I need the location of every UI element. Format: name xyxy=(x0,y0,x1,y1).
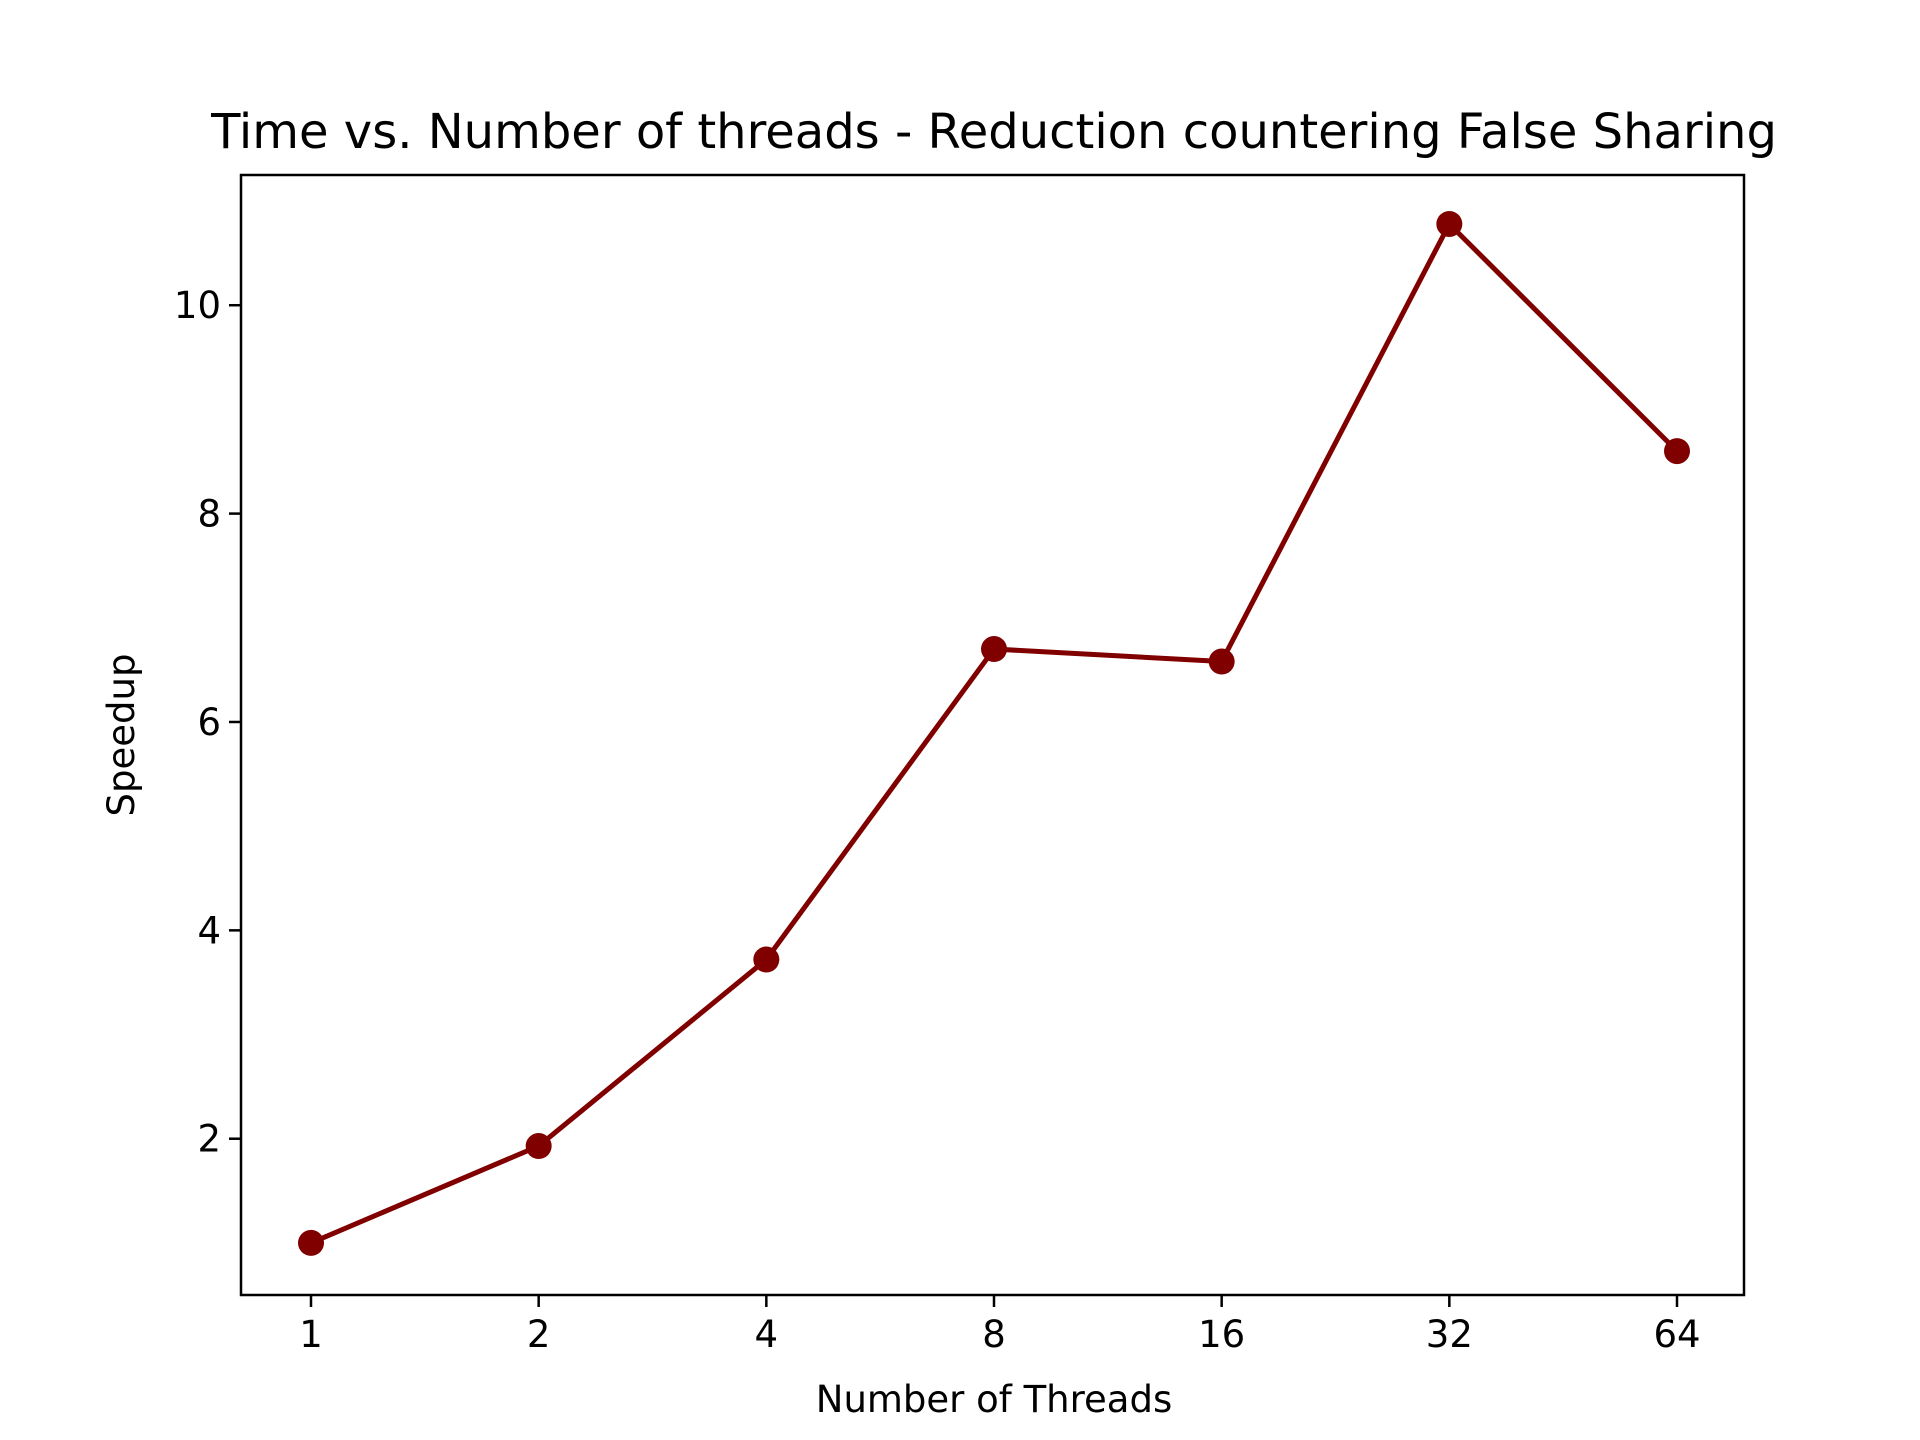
x-tick-label: 4 xyxy=(755,1313,779,1356)
data-point xyxy=(1436,210,1463,237)
y-tick-label: 6 xyxy=(197,701,221,744)
data-point xyxy=(981,636,1007,663)
data-point xyxy=(1208,648,1235,675)
data-point xyxy=(525,1133,552,1160)
x-axis-label: Number of Threads xyxy=(816,1378,1172,1421)
y-axis-label: Speedup xyxy=(100,654,143,817)
y-tick-label: 2 xyxy=(197,1118,221,1161)
series-layer xyxy=(298,210,1690,1256)
x-tick-label: 16 xyxy=(1198,1313,1245,1356)
x-tick-label: 8 xyxy=(982,1313,1006,1356)
y-tick-label: 4 xyxy=(197,909,221,952)
x-tick-label: 1 xyxy=(299,1313,323,1356)
plot-frame xyxy=(239,173,1746,1297)
y-axis: 2 4 6 8 10 xyxy=(174,284,241,1161)
chart-title: Time vs. Number of threads - Reduction c… xyxy=(210,104,1777,160)
x-tick-label: 64 xyxy=(1653,1313,1700,1356)
data-point xyxy=(753,946,780,973)
x-tick-label: 2 xyxy=(527,1313,551,1356)
y-tick-label: 10 xyxy=(174,284,221,327)
y-tick-label: 8 xyxy=(197,493,221,536)
data-point xyxy=(1664,438,1690,465)
data-point xyxy=(298,1229,324,1256)
x-axis: 1 2 4 8 16 32 64 xyxy=(299,1295,1701,1356)
x-tick-label: 32 xyxy=(1426,1313,1473,1356)
series-line xyxy=(310,221,1679,1246)
